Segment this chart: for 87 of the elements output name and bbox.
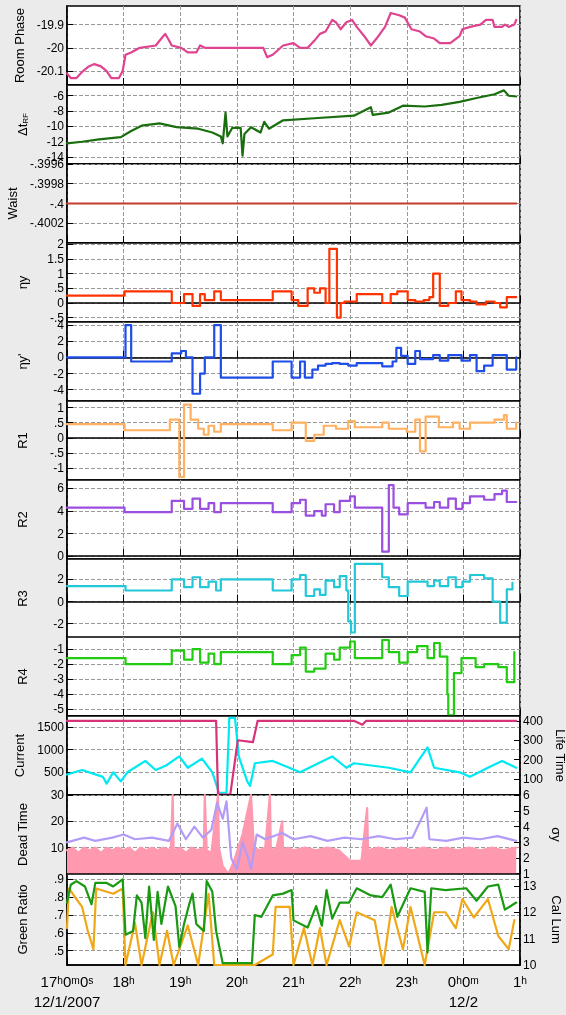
y-tick-label: -2: [53, 657, 65, 672]
x-tick-label: 17ʰ0ᵐ0ˢ 12/1/2007: [33, 972, 101, 1010]
y-tick-label: 2: [57, 526, 65, 541]
y-tick-label: .5: [53, 943, 65, 958]
y-tick-label: 0: [57, 295, 65, 310]
y2-tick-label: 200: [523, 753, 544, 768]
x-tick-label: 18ʰ: [112, 972, 136, 990]
y-tick-label: 1000: [37, 742, 65, 757]
x-tick-label: 1ʰ: [512, 972, 528, 990]
x-tick-label: 22ʰ: [338, 972, 362, 990]
y-tick-label: 1: [57, 266, 65, 281]
y2-tick-label: 4: [523, 819, 530, 834]
line-series: [65, 89, 518, 157]
y2-tick-label: 300: [523, 733, 544, 748]
y-tick-label: .7: [53, 908, 65, 923]
x-tick-label: 0ʰ0ᵐ 12/2: [447, 972, 479, 1010]
y-tick-label: 0: [57, 594, 65, 609]
y-axis-title: Green Ratio: [15, 884, 30, 955]
y-tick-label: -10: [46, 119, 65, 134]
y-tick-label: 1.5: [47, 251, 65, 266]
y-axis-title: R1: [15, 431, 30, 449]
y-tick-label: -2: [53, 366, 65, 381]
y-axis-title: R2: [15, 510, 30, 528]
x-tick-label: 19ʰ: [169, 972, 192, 990]
y-tick-label: 1500: [37, 720, 65, 735]
y-tick-label: -4: [53, 687, 65, 702]
y2-axis-title: σy: [549, 827, 564, 843]
y-tick-label: .6: [53, 926, 65, 941]
y-axis-title: R3: [15, 589, 30, 607]
y-axis-title: Waist: [5, 186, 21, 220]
y-tick-label: -8: [53, 104, 65, 118]
y2-tick-label: 2: [523, 851, 530, 866]
y2-tick-label: 100: [523, 772, 544, 787]
line-series: [65, 11, 518, 80]
y-axis-title: ΔtRF: [15, 112, 30, 136]
x-tick-label: 21ʰ: [282, 972, 305, 990]
y-tick-label: .9: [53, 872, 65, 887]
y-tick-label: -.5: [49, 445, 65, 460]
y-tick-label: -1: [53, 642, 65, 657]
x-tick-label: 23ʰ: [395, 972, 419, 990]
y-tick-label: -.4002: [29, 216, 65, 231]
y2-tick-label: 400: [523, 714, 544, 729]
y-tick-label: 10: [50, 840, 65, 855]
y-tick-label: 2: [57, 334, 65, 349]
y2-tick-label: 10: [523, 958, 537, 973]
y-tick-label: -.3998: [29, 176, 65, 191]
y-tick-label: -20.1: [36, 64, 65, 79]
y-tick-label: 6: [57, 481, 65, 496]
y-tick-label: .5: [53, 281, 65, 296]
y2-tick-label: 3: [523, 835, 530, 850]
y2-tick-label: 12: [523, 905, 537, 920]
y-axis-title: Current: [12, 733, 28, 778]
x-tick-label: 20ʰ: [225, 972, 249, 990]
y2-axis-title: Life Time: [552, 729, 566, 783]
y2-axis-title: Cal Lum: [549, 895, 564, 944]
y-axis-title: ηy': [15, 353, 30, 370]
y-tick-label: 2: [57, 571, 65, 586]
y2-tick-label: 6: [523, 788, 530, 803]
y2-tick-label: 5: [523, 804, 530, 819]
y-tick-label: 30: [50, 788, 65, 803]
y-axis-title: Dead Time: [15, 803, 30, 867]
y-tick-label: -12: [46, 134, 65, 149]
y-tick-label: -20: [46, 40, 65, 55]
y-tick-label: -.4: [49, 196, 65, 211]
y-tick-label: -1: [53, 460, 65, 475]
y-tick-label: -6: [53, 88, 65, 103]
y-axis-title: ηy: [15, 274, 30, 290]
y2-tick-label: 1: [523, 867, 530, 882]
y-tick-label: 500: [43, 765, 65, 780]
y-tick-label: 20: [50, 814, 65, 829]
y-tick-label: -19.9: [36, 17, 65, 32]
y-tick-label: 0: [57, 430, 65, 445]
y-tick-label: -3: [53, 672, 65, 687]
y-axis-title: R4: [15, 668, 30, 686]
y-tick-label: 4: [57, 503, 65, 518]
y-tick-label: -5: [53, 702, 65, 717]
y-tick-label: 0: [57, 548, 65, 563]
y-tick-label: 2: [57, 237, 65, 252]
y-tick-label: .8: [53, 890, 65, 905]
y-tick-label: 1: [57, 400, 65, 415]
y-tick-label: 0: [57, 350, 65, 365]
y2-tick-label: 13: [523, 879, 537, 894]
y-tick-label: -4: [53, 382, 65, 397]
y-tick-label: .5: [53, 415, 65, 430]
y2-tick-label: 11: [523, 931, 536, 946]
y-tick-label: -2: [53, 616, 65, 631]
y-axis-title: Room Phase: [11, 7, 27, 84]
